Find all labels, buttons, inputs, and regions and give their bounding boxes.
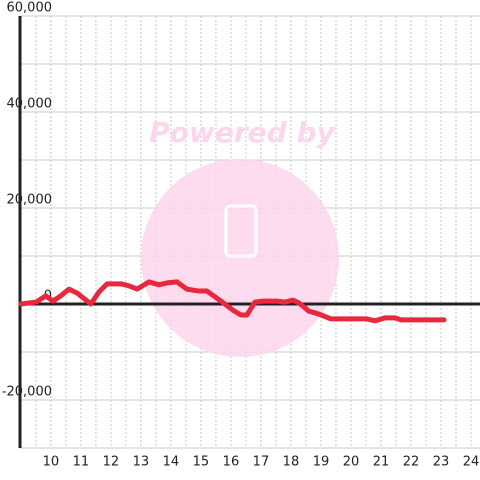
x-tick-label: 14 xyxy=(163,455,180,470)
y-tick-label: -20,000 xyxy=(2,385,52,400)
x-tick-label: 13 xyxy=(133,455,150,470)
x-tick-label: 18 xyxy=(283,455,300,470)
x-tick-label: 10 xyxy=(43,455,60,470)
watermark-text: Powered by xyxy=(149,116,336,149)
data-line xyxy=(18,279,447,324)
x-tick-label: 11 xyxy=(73,455,90,470)
x-tick-label: 17 xyxy=(253,455,270,470)
x-tick-label: 15 xyxy=(193,455,210,470)
watermark-circle xyxy=(141,159,339,357)
x-tick-label: 22 xyxy=(403,455,420,470)
y-tick-label: 60,000 xyxy=(7,1,53,16)
x-tick-label: 24 xyxy=(463,455,480,470)
x-tick-label: 21 xyxy=(373,455,390,470)
y-tick-label: 20,000 xyxy=(7,193,53,208)
x-tick-label: 12 xyxy=(103,455,120,470)
y-tick-label: 40,000 xyxy=(7,97,53,112)
x-tick-label: 19 xyxy=(313,455,330,470)
x-tick-label: 23 xyxy=(433,455,450,470)
watermark-icon xyxy=(224,204,258,258)
watermark xyxy=(141,159,339,357)
x-tick-label: 16 xyxy=(223,455,240,470)
x-tick-label: 20 xyxy=(343,455,360,470)
